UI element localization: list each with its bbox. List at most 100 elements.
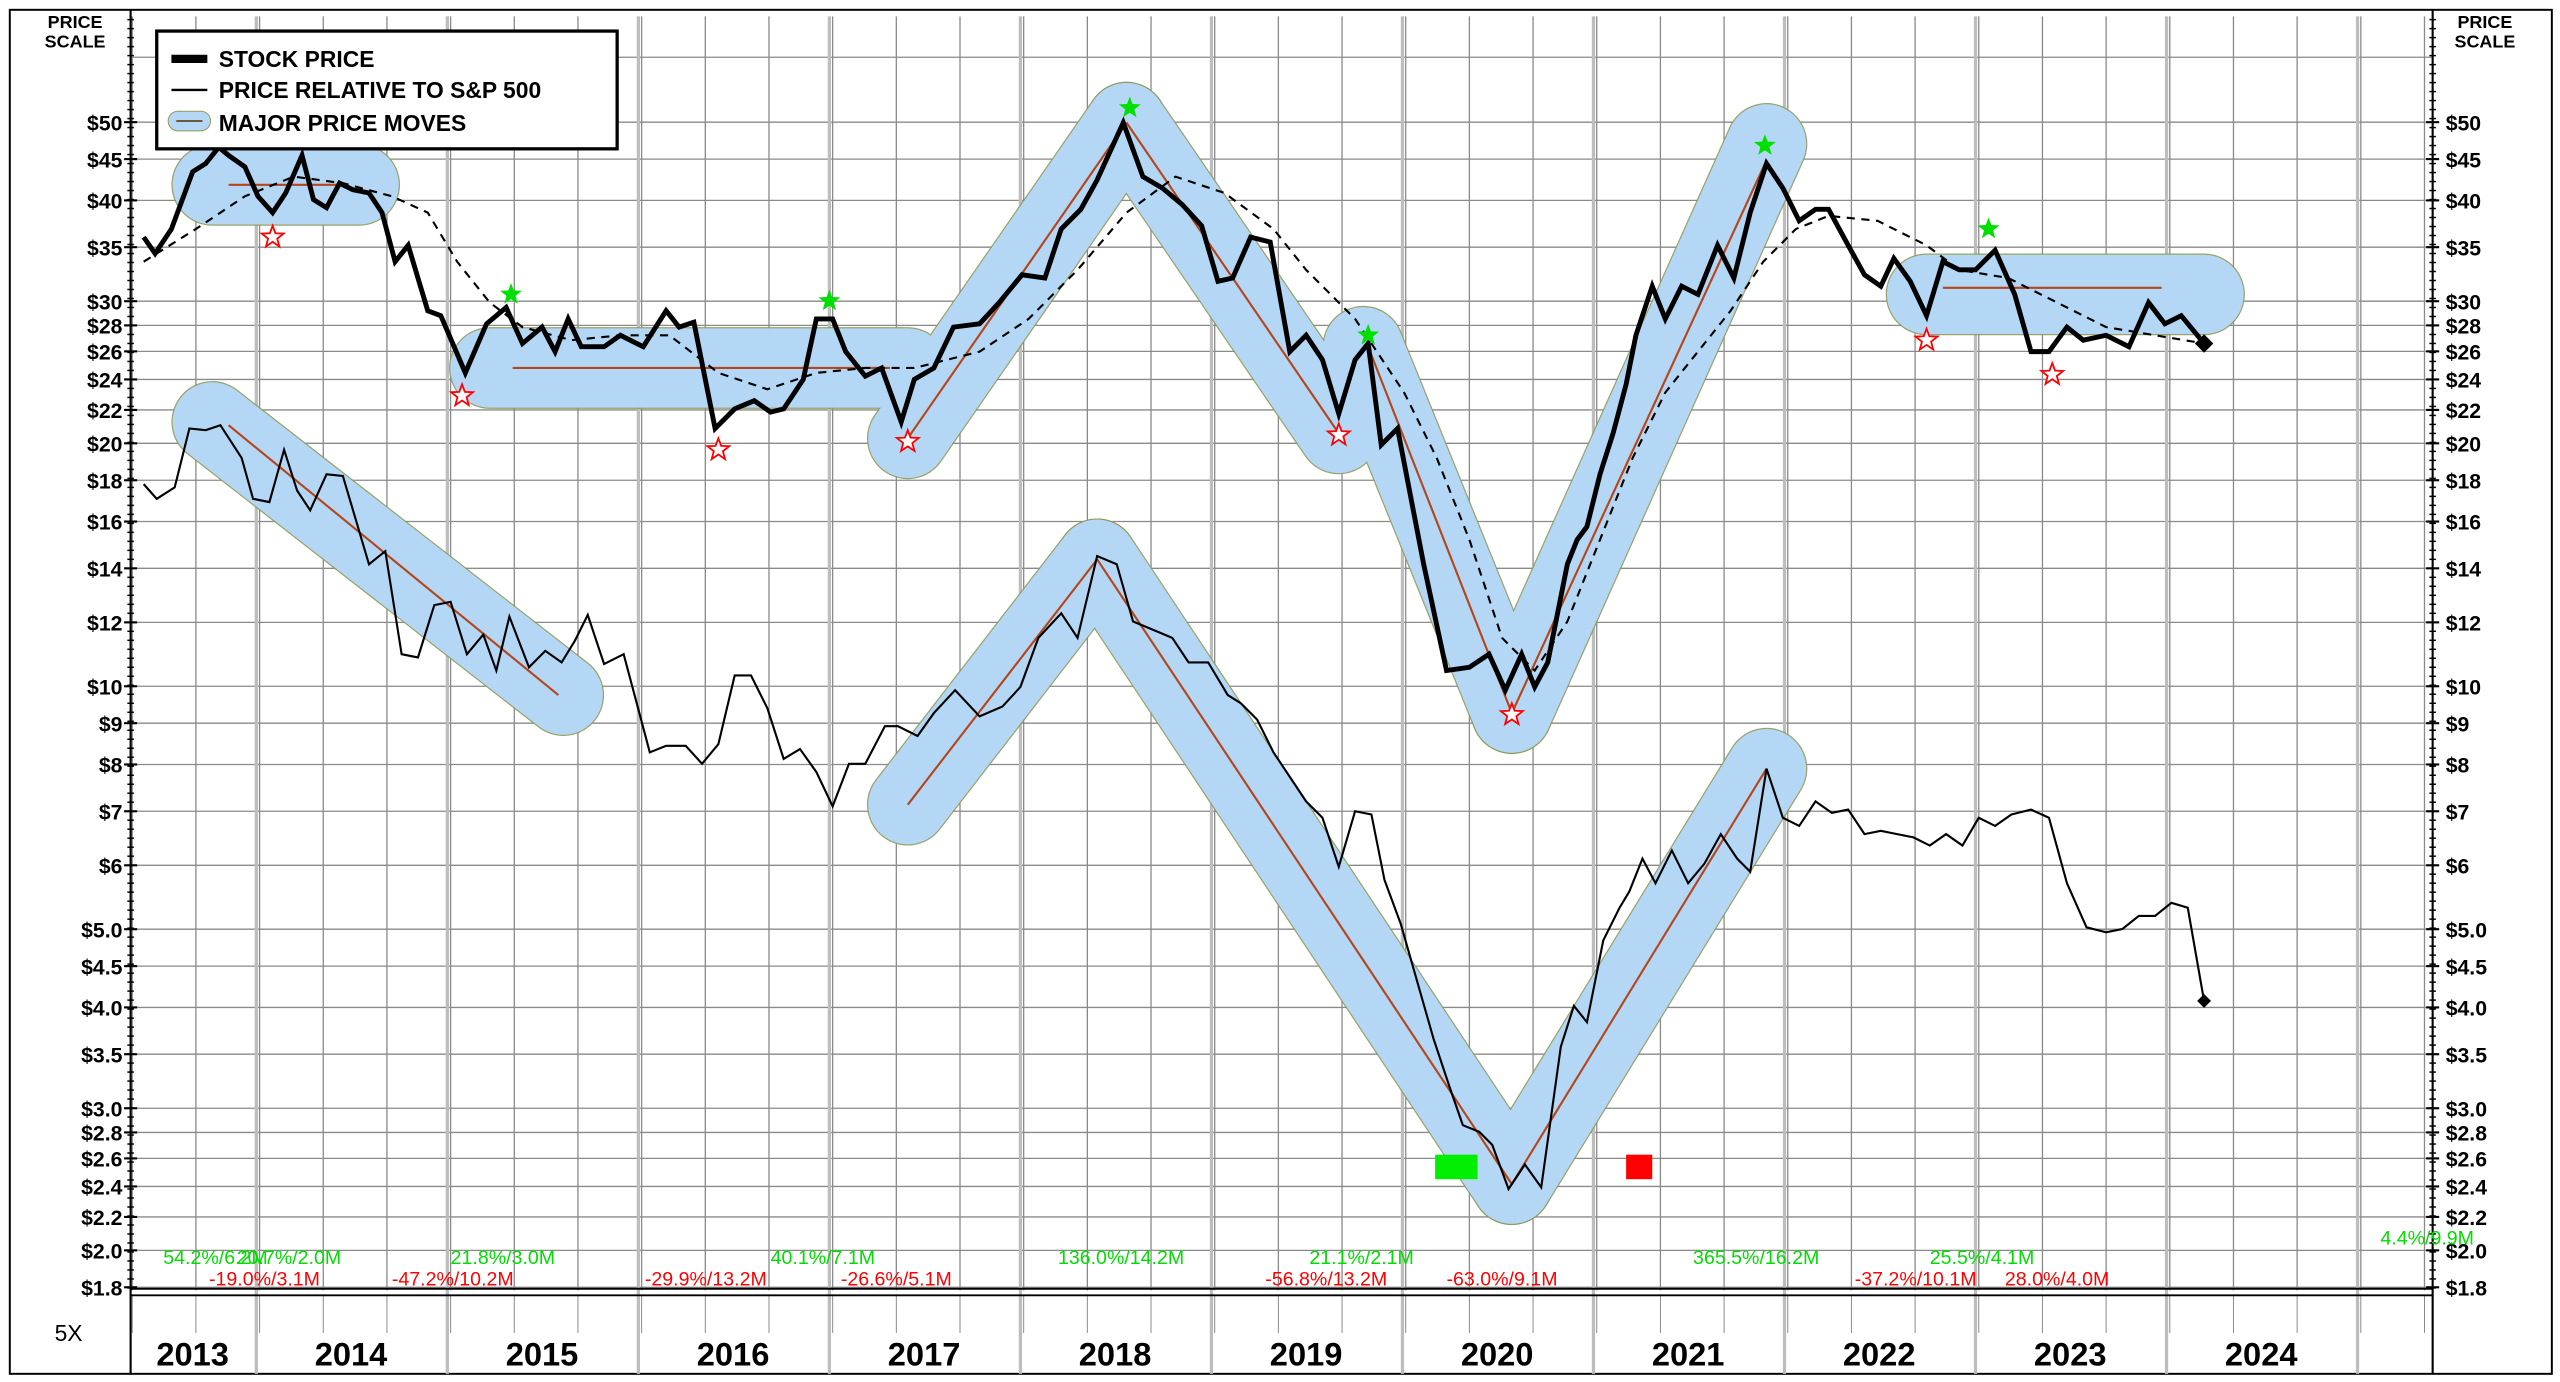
major-move-label: -26.6%/5.1M xyxy=(841,1268,952,1290)
red-star-icon xyxy=(259,223,287,249)
major-move-label: 136.0%/14.2M xyxy=(1058,1247,1184,1269)
right-axis-title-line2: SCALE xyxy=(2454,31,2515,51)
right-axis-tick-label: $2.2 xyxy=(2446,1206,2487,1230)
left-axis-tick-label: $20 xyxy=(87,432,122,456)
left-axis-title-line1: PRICE xyxy=(48,12,103,32)
left-axis-tick-label: $24 xyxy=(87,369,123,393)
major-move-label: 365.5%/16.2M xyxy=(1693,1247,1819,1269)
major-move-label: -63.0%/9.1M xyxy=(1447,1268,1558,1290)
left-axis-tick-label: $2.2 xyxy=(81,1206,122,1230)
green-star-icon xyxy=(1753,134,1776,155)
right-axis-tick-label: $50 xyxy=(2446,111,2481,135)
left-axis-tick-label: $12 xyxy=(87,612,122,636)
right-axis-tick-label: $16 xyxy=(2446,511,2482,535)
major-move-label: -37.2%/10.1M xyxy=(1855,1268,1977,1290)
right-axis-tick-label: $22 xyxy=(2446,399,2481,423)
right-axis-tick-label: $40 xyxy=(2446,190,2481,214)
red-star-icon xyxy=(1913,326,1940,352)
green-star-icon xyxy=(818,289,841,311)
relative-price-end-marker xyxy=(2197,993,2212,1008)
chart-frame xyxy=(8,8,2553,1375)
x-axis-year-label: 2017 xyxy=(888,1336,961,1373)
right-axis-tick-label: $18 xyxy=(2446,469,2482,493)
right-axis-tick-label: $20 xyxy=(2446,432,2481,456)
right-axis-tick-label: $2.0 xyxy=(2446,1240,2487,1264)
major-move-label: 28.0%/4.0M xyxy=(2005,1268,2109,1290)
left-axis-tick-label: $9 xyxy=(99,712,123,736)
left-axis-tick-label: $3.0 xyxy=(81,1097,122,1121)
right-axis-tick-label: $3.0 xyxy=(2446,1097,2487,1121)
sell-signal-square xyxy=(1626,1154,1653,1180)
left-axis-tick-label: $30 xyxy=(87,290,122,314)
right-axis-tick-label: $4.0 xyxy=(2446,997,2487,1021)
green-star-icon xyxy=(500,282,522,304)
right-axis-title-line1: PRICE xyxy=(2457,12,2512,32)
pivot-stars xyxy=(259,96,2066,727)
right-axis-tick-label: $26 xyxy=(2446,341,2482,365)
left-axis-tick-label: $2.6 xyxy=(81,1148,122,1172)
legend: STOCK PRICE PRICE RELATIVE TO S&P 500 MA… xyxy=(155,29,619,151)
left-axis-tick-label: $4.0 xyxy=(81,997,122,1021)
axes: $50 $50$45 $45$40 $40$35 $35$30 $30$28 $28$26 $… xyxy=(81,9,2487,1374)
major-move-label: 21.8%/3.0M xyxy=(451,1247,555,1269)
major-move-label: 25.5%/4.1M xyxy=(1930,1247,2034,1269)
right-axis-tick-label: $6 xyxy=(2446,854,2470,878)
red-star-icon xyxy=(1498,700,1526,727)
major-move-label: -47.2%/10.2M xyxy=(392,1268,514,1290)
right-axis-tick-label: $24 xyxy=(2446,369,2482,393)
right-axis-tick-label: $14 xyxy=(2446,557,2482,581)
right-axis-tick-label: $8 xyxy=(2446,754,2470,778)
green-star-icon xyxy=(1977,217,2000,239)
left-axis-tick-label: $16 xyxy=(87,511,123,535)
legend-major-moves-label: MAJOR PRICE MOVES xyxy=(219,110,466,136)
right-axis-tick-label: $28 xyxy=(2446,315,2482,339)
x-axis-year-label: 2022 xyxy=(1843,1336,1916,1373)
x-axis-year-label: 2021 xyxy=(1652,1336,1725,1373)
x-axis-year-label: 2013 xyxy=(156,1336,229,1373)
left-axis-tick-label: $40 xyxy=(87,190,122,214)
major-move-label: 4.4%/9.9M xyxy=(2380,1228,2474,1250)
major-move-label: 40.1%/7.1M xyxy=(771,1247,875,1269)
x-axis-year-label: 2023 xyxy=(2034,1336,2107,1373)
green-star-icon xyxy=(1118,96,1141,118)
major-move-label: -19.0%/3.1M xyxy=(209,1268,320,1290)
x-axis-year-label: 2020 xyxy=(1461,1336,1534,1373)
left-axis-tick-label: $2.0 xyxy=(81,1240,122,1264)
right-axis-tick-label: $12 xyxy=(2446,612,2481,636)
left-axis-tick-label: $4.5 xyxy=(81,955,122,979)
major-move-label: 21.1%/2.1M xyxy=(1309,1247,1413,1269)
left-axis-tick-label: $2.8 xyxy=(81,1122,122,1146)
buy-signal-square xyxy=(1435,1154,1478,1180)
major-move-label: -56.8%/13.2M xyxy=(1265,1268,1387,1290)
red-star-icon xyxy=(1325,421,1353,447)
major-move-label: -29.9%/13.2M xyxy=(645,1268,767,1290)
stock-price-end-marker xyxy=(2194,334,2214,353)
right-axis-tick-label: $7 xyxy=(2446,800,2470,824)
x-axis-year-label: 2019 xyxy=(1270,1336,1343,1373)
price-lines xyxy=(141,116,2214,1192)
relative-price-line xyxy=(142,423,2206,1192)
scale-note: 5X xyxy=(55,1320,83,1346)
left-axis-tick-label: $26 xyxy=(87,341,123,365)
left-axis-tick-label: $1.8 xyxy=(81,1276,122,1300)
x-axis-year-label: 2018 xyxy=(1079,1336,1152,1373)
green-star-icon xyxy=(1357,323,1380,345)
red-star-icon xyxy=(448,381,476,408)
left-axis-tick-label: $50 xyxy=(87,111,122,135)
right-axis-tick-label: $2.6 xyxy=(2446,1148,2487,1172)
major-move-label: 20.7%/2.0M xyxy=(237,1247,341,1269)
left-axis-tick-label: $18 xyxy=(87,469,123,493)
x-axis-year-label: 2014 xyxy=(315,1336,388,1373)
left-axis-tick-label: $5.0 xyxy=(81,918,122,942)
right-axis-tick-label: $3.5 xyxy=(2446,1043,2487,1067)
right-axis-tick-label: $2.8 xyxy=(2446,1122,2487,1146)
red-star-icon xyxy=(2038,360,2066,386)
red-star-icon xyxy=(704,435,732,462)
left-axis-tick-label: $14 xyxy=(87,557,123,581)
red-star-icon xyxy=(894,427,922,454)
left-axis-tick-label: $45 xyxy=(87,148,123,172)
left-axis-title-line2: SCALE xyxy=(45,31,106,51)
left-axis-tick-label: $35 xyxy=(87,236,123,260)
